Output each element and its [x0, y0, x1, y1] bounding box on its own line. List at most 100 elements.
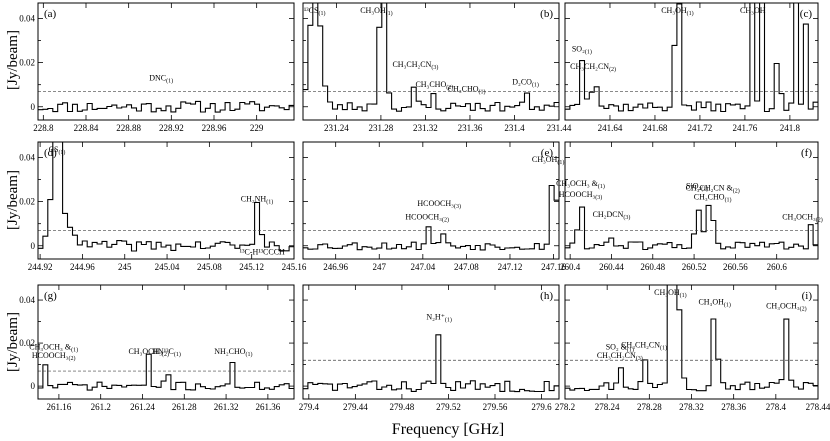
- x-tick-label: 261.2: [91, 402, 111, 412]
- x-tick-label: 279.4: [299, 402, 320, 412]
- x-tick-label: 241.68: [643, 123, 668, 133]
- line-annotation: N₂H⁺(1): [426, 312, 452, 323]
- y-tick-label: 0.04: [19, 295, 35, 305]
- panel-tag: (d): [44, 147, 57, 159]
- y-tick-label: 0: [31, 102, 36, 112]
- plot-frame: [564, 2, 819, 121]
- line-annotation: CH₃CHO(1): [694, 192, 732, 203]
- y-axis-label-row-1: [Jy/beam]: [5, 30, 21, 90]
- line-annotation: CH₃CH₂CN(3): [597, 351, 643, 362]
- x-tick-label: 241.64: [598, 123, 623, 133]
- x-tick-label: 261.36: [256, 402, 281, 412]
- line-annotation: HCOOCH₃(2): [32, 351, 76, 362]
- x-tick-label: 245.08: [197, 262, 222, 272]
- x-tick-label: 244.92: [28, 262, 53, 272]
- x-tick-label: 231.4: [504, 123, 525, 133]
- line-annotation: CH₃OCH₃(2): [782, 212, 823, 223]
- panel-g: 261.16 261.2 261.24 261.28 261.32 261.36 0 0.02…: [19, 284, 295, 412]
- x-tick-label: 260.52: [682, 262, 707, 272]
- x-tick-label: 261.24: [130, 402, 155, 412]
- x-tick-label: 231.28: [369, 123, 394, 133]
- x-tick-label: 245.04: [155, 262, 180, 272]
- spectrum-line: [565, 204, 818, 251]
- panel-a: 228.8 228.84 228.88 228.92 228.96 229 0 0.02 0.0…: [19, 2, 295, 133]
- panel-d: 244.92 244.96 245 245.04 245.08 245.12 245.16 0…: [19, 141, 307, 272]
- panel-tag: (f): [801, 147, 812, 159]
- panel-tag: (b): [540, 8, 553, 20]
- panel-b: 231.24 231.28 231.32 231.36 231.4 231.44 (b) ¹³…: [302, 2, 572, 133]
- line-annotation: CH₃OH(1): [654, 288, 686, 299]
- x-tick-label: 247.12: [498, 262, 523, 272]
- line-annotation: CH₃OCH₃ &(1): [29, 343, 78, 354]
- panel-tag: (i): [802, 290, 813, 302]
- line-annotation: CH₃CH₂CN(1): [621, 340, 667, 351]
- x-tick-label: 278.24: [595, 402, 620, 412]
- panel-c: 241.64 241.68 241.72 241.76 241.8 (c) SO₂(1) CH…: [564, 2, 819, 133]
- spectrum-line: [38, 142, 294, 252]
- x-tick-label: 278.32: [679, 402, 704, 412]
- x-tick-label: 278.28: [637, 402, 662, 412]
- panel-i: 278.2 278.24 278.28 278.32 278.36 278.4 278.44…: [555, 284, 830, 412]
- x-tick-label: 260.4: [560, 262, 581, 272]
- x-tick-label: 279.52: [436, 402, 461, 412]
- spectrum-line: [38, 353, 294, 391]
- y-axis-label-row-3: [Jy/beam]: [5, 312, 21, 372]
- line-annotation: ¹³CS(1): [304, 6, 326, 17]
- spectrum-line: [303, 334, 559, 393]
- spectrum-line: [565, 285, 818, 392]
- line-annotation: CH₃OCH₃(2): [128, 347, 169, 358]
- x-tick-label: 261.16: [47, 402, 72, 412]
- x-tick-label: 228.92: [159, 123, 184, 133]
- x-tick-label: 261.32: [214, 402, 239, 412]
- y-tick-label: 0.04: [19, 152, 35, 162]
- x-tick-label: 260.44: [599, 262, 624, 272]
- y-tick-label: 0.02: [19, 197, 35, 207]
- x-tick-label: 244.96: [70, 262, 95, 272]
- line-annotation: SO₂ &(1): [606, 343, 634, 354]
- x-tick-label: 245.16: [282, 262, 307, 272]
- x-tick-label: 260.56: [723, 262, 748, 272]
- x-tick-label: 229: [250, 123, 264, 133]
- line-annotation: CH₃OH: [740, 6, 766, 15]
- y-axis-label-row-2: [Jy/beam]: [5, 170, 21, 230]
- line-annotation: HCOOCH₃(2): [405, 212, 449, 223]
- line-annotation: CH₃OCH₃ &(1): [556, 179, 605, 190]
- line-annotation: HCOOCH₃(3): [559, 190, 603, 201]
- x-tick-label: 247.08: [454, 262, 479, 272]
- plot-frame: [302, 2, 560, 121]
- spectrum-line: [303, 3, 559, 112]
- line-annotation: CH₃CH₂CN &(2): [686, 184, 740, 195]
- x-tick-label: 260.48: [640, 262, 665, 272]
- line-annotation: CH₃OH(1): [661, 6, 693, 17]
- line-annotation: HCOOCH₃(3): [417, 199, 461, 210]
- x-tick-label: 228.84: [74, 123, 99, 133]
- plot-frame: [37, 2, 295, 121]
- line-annotation: NH₂CHO(1): [214, 347, 252, 358]
- line-annotation: D₂CO(1): [512, 78, 539, 89]
- line-annotation: CH₃CH₂CN(3): [392, 60, 438, 71]
- line-annotation: CH₃OH(1): [698, 297, 730, 308]
- line-annotation: CH₃CH₂CN(2): [570, 62, 616, 73]
- x-tick-label: 245: [118, 262, 132, 272]
- x-tick-label: 279.44: [343, 402, 368, 412]
- line-annotation: HN¹³C(1): [152, 347, 181, 358]
- y-tick-label: 0: [31, 381, 36, 391]
- x-tick-label: 228.88: [116, 123, 141, 133]
- plot-frame: [302, 284, 560, 400]
- x-tick-label: 241.8: [780, 123, 801, 133]
- y-tick-label: 0.02: [19, 338, 35, 348]
- line-annotation: CH₃OCH₃(2): [766, 302, 807, 313]
- line-annotation: DNC(1): [149, 73, 173, 84]
- x-tick-label: 241.72: [688, 123, 713, 133]
- line-annotation: CH₃OH(1): [360, 6, 392, 17]
- plot-frame: [37, 141, 295, 260]
- y-tick-label: 0.02: [19, 58, 35, 68]
- spectrum-line: [38, 100, 294, 113]
- x-tick-label: 279.56: [483, 402, 508, 412]
- x-tick-label: 247.04: [410, 262, 435, 272]
- x-tick-label: 231.32: [413, 123, 438, 133]
- x-tick-label: 278.44: [806, 402, 830, 412]
- panel-tag: (h): [540, 290, 553, 302]
- x-tick-label: 231.24: [324, 123, 349, 133]
